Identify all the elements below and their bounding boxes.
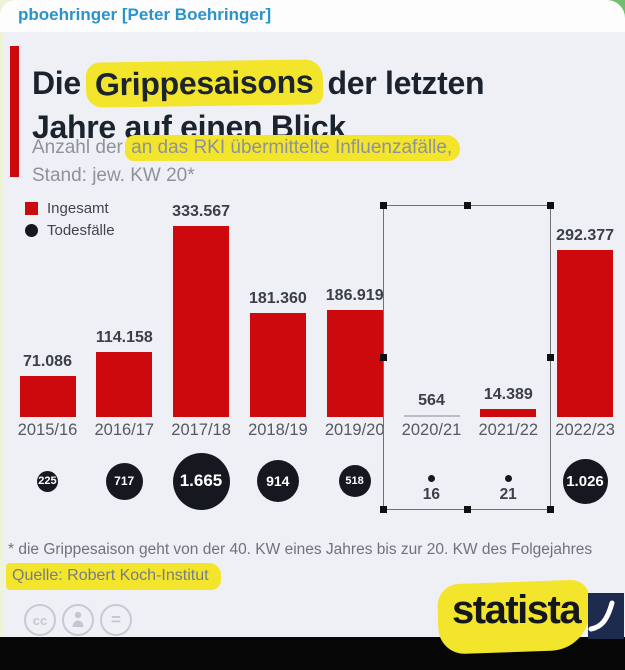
total-cases-value: 14.389 — [483, 386, 533, 403]
total-cases-bar — [19, 376, 76, 417]
chart-column: 114.158 — [86, 196, 163, 417]
subtitle-pre: Anzahl der — [32, 137, 129, 158]
deaths-circle: 518 — [338, 465, 371, 497]
subtitle-line2: Stand: jew. KW 20* — [32, 165, 195, 186]
title-post: der letzten — [318, 65, 485, 102]
total-cases-bar — [173, 226, 230, 417]
title-accent-bar — [10, 46, 19, 177]
chart-column: 333.567 — [163, 196, 240, 417]
total-cases-bar — [480, 409, 537, 417]
legend-label-total: Ingesamt — [47, 199, 109, 217]
selection-handle-se[interactable] — [547, 506, 554, 513]
deaths-circle: 1.026 — [562, 458, 608, 504]
selection-handle-n[interactable] — [463, 202, 471, 209]
total-cases-bar — [557, 250, 614, 417]
selection-handle-nw[interactable] — [380, 202, 387, 209]
total-cases-value: 564 — [418, 392, 445, 409]
deaths-circle: 914 — [256, 460, 299, 502]
total-cases-bar — [249, 313, 306, 417]
total-cases-value: 186.919 — [325, 287, 384, 304]
sender-username[interactable]: pboehringer [Peter Boehringer] — [18, 5, 272, 24]
chart-column: 14.389 — [470, 196, 547, 417]
cc-icon: cc — [24, 604, 56, 636]
selection-handle-s[interactable] — [463, 506, 471, 513]
red-square-icon — [25, 201, 38, 215]
total-cases-value: 181.360 — [248, 290, 307, 307]
infographic-image — [4, 32, 625, 637]
attribution-person-icon — [62, 604, 94, 636]
total-cases-value: 71.086 — [23, 353, 72, 370]
deaths-circle: 1.665 — [172, 452, 230, 510]
x-axis-label: 2017/18 — [171, 421, 231, 439]
chart-subtitle: Anzahl der an das RKI übermittelte Influ… — [32, 134, 592, 190]
deaths-circle: 225 — [36, 470, 58, 492]
x-axis-label: 2021/22 — [478, 421, 539, 439]
chart-column: 564 — [393, 196, 470, 417]
chart-column: 186.919 — [316, 196, 393, 417]
total-cases-bar — [326, 310, 383, 417]
x-axis-label: 2015/16 — [17, 421, 78, 439]
selection-handle-w[interactable] — [380, 354, 387, 361]
x-axis-label: 2022/23 — [555, 421, 615, 439]
chart-column: 71.086 — [9, 196, 86, 417]
statista-logo-icon — [588, 593, 624, 639]
selection-handle-ne[interactable] — [547, 202, 554, 209]
chart-legend: Ingesamt Todesfälle — [25, 197, 115, 241]
chart-footnote: * die Grippesaison geht von der 40. KW e… — [8, 541, 593, 558]
title-pre: Die — [32, 65, 90, 102]
subtitle-highlighted-phrase: an das RKI übermittelte Influenzafälle, — [125, 135, 461, 161]
license-icons: cc = — [24, 604, 132, 636]
x-axis-label: 2016/17 — [94, 421, 155, 439]
message-bubble-header: pboehringer [Peter Boehringer] — [0, 0, 625, 32]
deaths-value: 16 — [422, 486, 441, 503]
selection-handle-sw[interactable] — [380, 506, 387, 513]
title-highlighted-word: Grippesaisons — [85, 59, 324, 109]
chart-column: 181.360 — [239, 196, 316, 417]
legend-label-deaths: Todesfälle — [47, 221, 115, 239]
total-cases-bar — [96, 352, 153, 417]
chart-source: Quelle: Robert Koch-Institut — [6, 563, 221, 590]
total-cases-value: 292.377 — [556, 227, 615, 244]
black-circle-icon — [25, 223, 38, 237]
deaths-circle: 717 — [105, 462, 143, 500]
statista-logo-text: statista — [452, 588, 582, 632]
x-axis-label: 2020/21 — [401, 421, 462, 439]
total-cases-bar — [403, 415, 460, 417]
x-axis-label: 2018/19 — [248, 421, 308, 439]
legend-item-deaths: Todesfälle — [25, 219, 115, 241]
deaths-dot — [427, 474, 435, 482]
selection-handle-e[interactable] — [547, 354, 554, 361]
equals-nd-icon: = — [100, 604, 132, 636]
deaths-dot — [504, 474, 512, 482]
selection-marquee[interactable] — [380, 202, 554, 513]
chart-column: 292.377 — [547, 196, 624, 417]
total-cases-value: 114.158 — [95, 329, 153, 346]
legend-item-total: Ingesamt — [25, 197, 115, 219]
x-axis-label: 2019/20 — [324, 421, 385, 439]
deaths-value: 21 — [499, 486, 517, 503]
total-cases-value: 333.567 — [172, 203, 231, 220]
